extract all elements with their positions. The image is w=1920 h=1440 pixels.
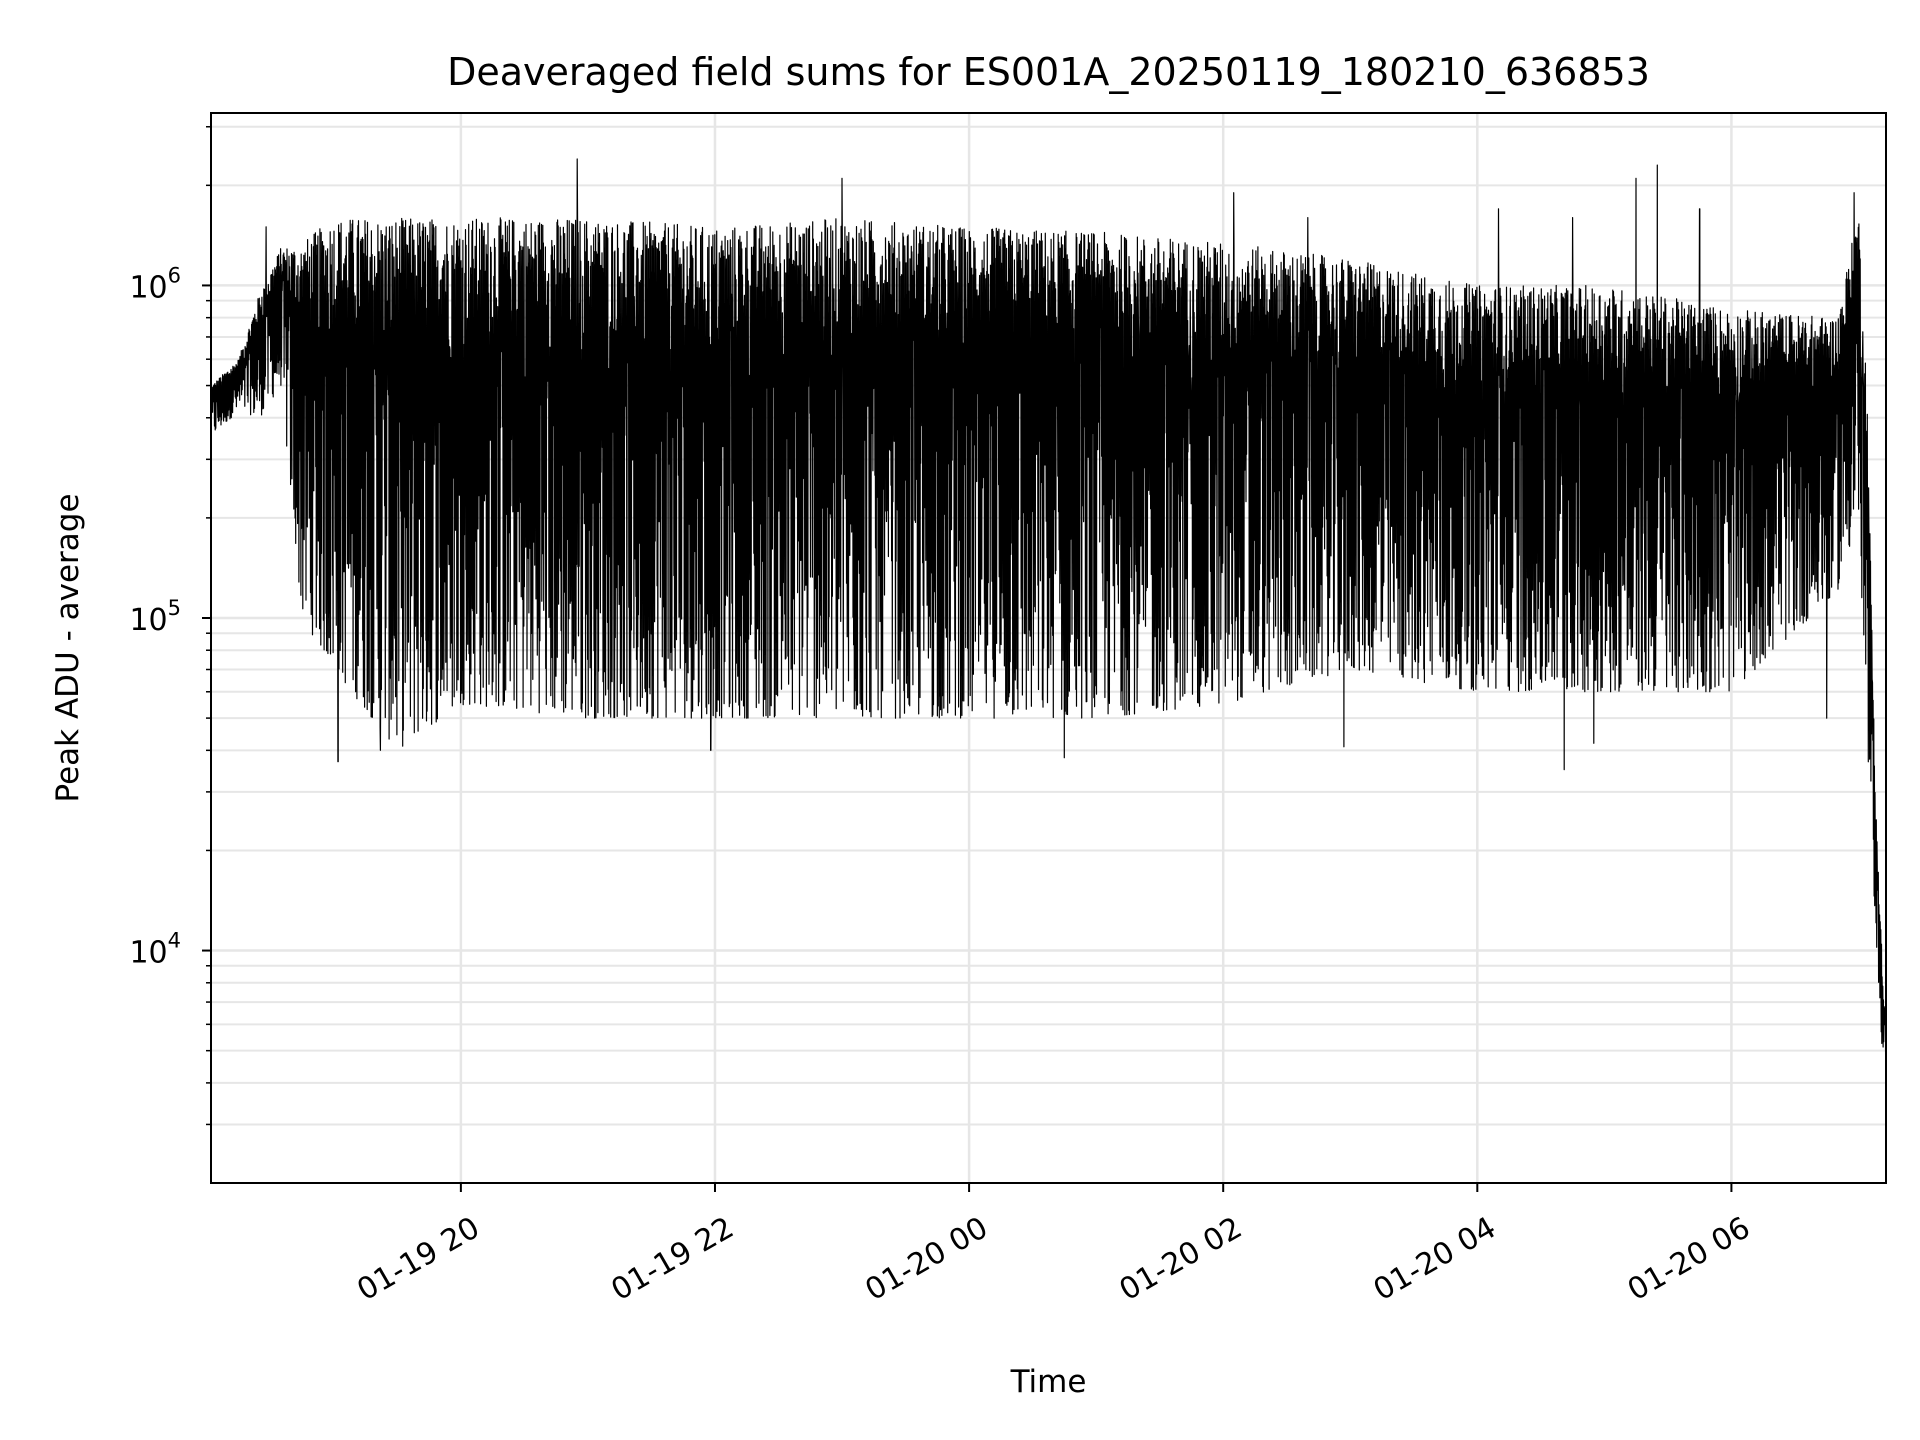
y-tick-base: 10 [129, 603, 167, 638]
peak-adu-series-line [210, 158, 1887, 1077]
y-axis-label: Peak ADU - average [50, 493, 86, 802]
data-series-line [210, 158, 1887, 1077]
x-tick-label: 01-20 04 [1368, 1210, 1502, 1308]
x-tick-label: 01-20 00 [860, 1210, 994, 1308]
y-tick-label: 105 [129, 596, 181, 638]
y-tick-label: 104 [129, 929, 181, 971]
x-tick-label: 01-20 06 [1622, 1210, 1756, 1308]
y-tick-exponent: 6 [168, 263, 181, 287]
x-axis-label: Time [1010, 1364, 1087, 1400]
y-tick-base: 10 [129, 270, 167, 305]
x-axis-ticks: 01-19 20 01-19 22 01-20 00 01-20 02 01-20 04… [351, 1183, 1756, 1308]
x-tick-label: 01-20 02 [1114, 1210, 1248, 1308]
y-tick-label: 106 [129, 263, 181, 305]
y-tick-exponent: 5 [168, 596, 181, 620]
plot-area-frame [210, 112, 1887, 1184]
x-tick-label: 01-19 20 [351, 1210, 485, 1308]
chart-title: Deaveraged field sums for ES001A_2025011… [447, 50, 1650, 94]
y-tick-exponent: 4 [168, 929, 181, 953]
x-tick-label: 01-19 22 [605, 1210, 739, 1308]
y-tick-base: 10 [129, 936, 167, 971]
